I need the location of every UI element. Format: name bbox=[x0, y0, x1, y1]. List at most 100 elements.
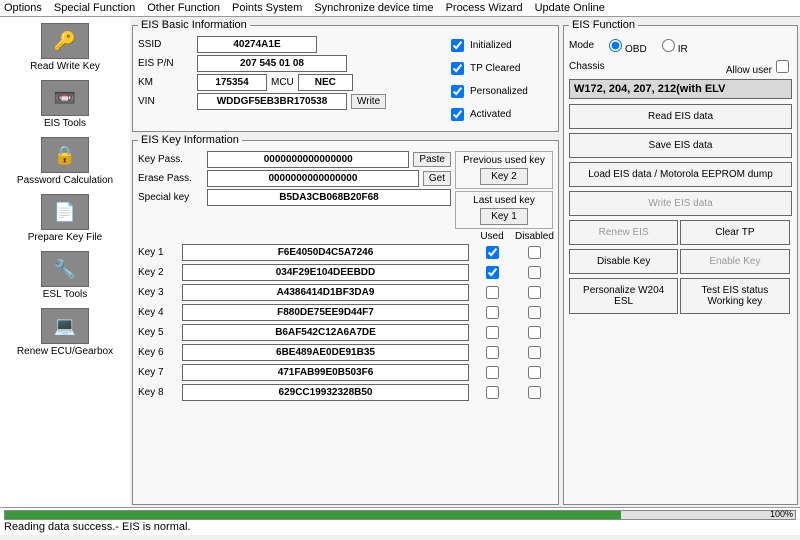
key-disabled-2[interactable] bbox=[528, 266, 541, 279]
eis-basic-group: EIS Basic Information SSID 40274A1E EIS … bbox=[132, 19, 559, 132]
specialkey-field[interactable]: B5DA3CB068B20F68 bbox=[207, 189, 451, 206]
key-used-8[interactable] bbox=[486, 386, 499, 399]
key-value-3[interactable]: A4386414D1BF3DA9 bbox=[182, 284, 469, 301]
key-used-6[interactable] bbox=[486, 346, 499, 359]
key-label-8: Key 8 bbox=[138, 387, 178, 398]
vin-field[interactable]: WDDGF5EB3BR170538 bbox=[197, 93, 347, 110]
get-button[interactable]: Get bbox=[423, 171, 451, 186]
key-value-8[interactable]: 629CC19932328B50 bbox=[182, 384, 469, 401]
erasepass-label: Erase Pass. bbox=[138, 173, 203, 184]
key-disabled-3[interactable] bbox=[528, 286, 541, 299]
sidebar-item-0[interactable]: 🔑Read Write Key bbox=[2, 21, 128, 74]
personalized-label: Personalized bbox=[470, 86, 528, 97]
key-used-7[interactable] bbox=[486, 366, 499, 379]
ssid-field[interactable]: 40274A1E bbox=[197, 36, 317, 53]
last-key-label: Last used key bbox=[459, 195, 549, 206]
read-eis-button[interactable]: Read EIS data bbox=[569, 104, 792, 129]
sidebar-icon-2: 🔒 bbox=[41, 137, 89, 173]
km-field[interactable]: 175354 bbox=[197, 74, 267, 91]
progress-percent: 100% bbox=[770, 509, 793, 519]
key-row-1: Key 1 F6E4050D4C5A7246 bbox=[138, 243, 553, 262]
key-row-4: Key 4 F880DE75EE9D44F7 bbox=[138, 303, 553, 322]
sidebar: 🔑Read Write Key📼EIS Tools🔒Password Calcu… bbox=[0, 17, 130, 507]
activated-checkbox[interactable] bbox=[451, 108, 464, 121]
tpcleared-checkbox[interactable] bbox=[451, 62, 464, 75]
specialkey-label: Special key bbox=[138, 192, 203, 203]
obd-label: OBD bbox=[625, 44, 647, 55]
menu-points[interactable]: Points System bbox=[232, 2, 302, 14]
menu-update[interactable]: Update Online bbox=[535, 2, 605, 14]
last-key-button[interactable]: Key 1 bbox=[480, 208, 528, 225]
tpcleared-label: TP Cleared bbox=[470, 63, 520, 74]
menubar: Options Special Function Other Function … bbox=[0, 0, 800, 17]
menu-other[interactable]: Other Function bbox=[147, 2, 220, 14]
test-eis-button[interactable]: Test EIS status Working key bbox=[680, 278, 789, 314]
key-value-5[interactable]: B6AF542C12A6A7DE bbox=[182, 324, 469, 341]
key-disabled-5[interactable] bbox=[528, 326, 541, 339]
personalize-esl-button[interactable]: Personalize W204 ESL bbox=[569, 278, 678, 314]
key-label-4: Key 4 bbox=[138, 307, 178, 318]
key-row-6: Key 66BE489AE0DE91B35 bbox=[138, 343, 553, 362]
key-disabled-8[interactable] bbox=[528, 386, 541, 399]
keypass-label: Key Pass. bbox=[138, 154, 203, 165]
clear-tp-button[interactable]: Clear TP bbox=[680, 220, 789, 245]
ir-radio[interactable] bbox=[662, 39, 675, 52]
allow-user-checkbox[interactable] bbox=[776, 60, 789, 73]
key-disabled-4[interactable] bbox=[528, 306, 541, 319]
sidebar-item-4[interactable]: 🔧 ESL Tools bbox=[2, 249, 128, 302]
key-used-3[interactable] bbox=[486, 286, 499, 299]
initialized-label: Initialized bbox=[470, 40, 512, 51]
renew-eis-button[interactable]: Renew EIS bbox=[569, 220, 678, 245]
key-disabled-1[interactable] bbox=[528, 246, 541, 259]
key-value-1[interactable]: F6E4050D4C5A7246 bbox=[182, 244, 469, 261]
content: EIS Basic Information SSID 40274A1E EIS … bbox=[130, 17, 800, 507]
load-eis-button[interactable]: Load EIS data / Motorola EEPROM dump bbox=[569, 162, 792, 187]
sidebar-item-1[interactable]: 📼EIS Tools bbox=[2, 78, 128, 131]
personalized-checkbox[interactable] bbox=[451, 85, 464, 98]
write-vin-button[interactable]: Write bbox=[351, 94, 386, 109]
disable-key-button[interactable]: Disable Key bbox=[569, 249, 678, 274]
keypass-field[interactable]: 0000000000000000 bbox=[207, 151, 409, 168]
sidebar-label-4: ESL Tools bbox=[43, 289, 87, 300]
write-eis-button[interactable]: Write EIS data bbox=[569, 191, 792, 216]
key-value-4[interactable]: F880DE75EE9D44F7 bbox=[182, 304, 469, 321]
erasepass-field[interactable]: 0000000000000000 bbox=[207, 170, 419, 187]
key-used-5[interactable] bbox=[486, 326, 499, 339]
prev-key-group: Previous used key Key 2 bbox=[455, 151, 553, 189]
sidebar-label-3: Prepare Key File bbox=[28, 232, 102, 243]
sidebar-label-5: Renew ECU/Gearbox bbox=[17, 346, 113, 357]
key-value-7[interactable]: 471FAB99E0B503F6 bbox=[182, 364, 469, 381]
menu-special[interactable]: Special Function bbox=[54, 2, 135, 14]
mcu-field[interactable]: NEC bbox=[298, 74, 353, 91]
menu-options[interactable]: Options bbox=[4, 2, 42, 14]
key-value-6[interactable]: 6BE489AE0DE91B35 bbox=[182, 344, 469, 361]
key-disabled-7[interactable] bbox=[528, 366, 541, 379]
obd-radio[interactable] bbox=[609, 39, 622, 52]
key-label-1: Key 1 bbox=[138, 247, 178, 258]
key-used-1[interactable] bbox=[486, 246, 499, 259]
eispn-field[interactable]: 207 545 01 08 bbox=[197, 55, 347, 72]
prev-key-button[interactable]: Key 2 bbox=[480, 168, 528, 185]
status-text: Reading data success.- EIS is normal. bbox=[4, 521, 796, 533]
menu-wizard[interactable]: Process Wizard bbox=[446, 2, 523, 14]
activated-label: Activated bbox=[470, 109, 511, 120]
initialized-checkbox[interactable] bbox=[451, 39, 464, 52]
sidebar-icon-4: 🔧 bbox=[41, 251, 89, 287]
key-used-4[interactable] bbox=[486, 306, 499, 319]
sidebar-item-3[interactable]: 📄Prepare Key File bbox=[2, 192, 128, 245]
sidebar-item-5[interactable]: 💻Renew ECU/Gearbox bbox=[2, 306, 128, 359]
prev-key-label: Previous used key bbox=[459, 155, 549, 166]
paste-button[interactable]: Paste bbox=[413, 152, 451, 167]
sidebar-item-2[interactable]: 🔒Password Calculation bbox=[2, 135, 128, 188]
key-used-2[interactable] bbox=[486, 266, 499, 279]
key-value-2[interactable]: 034F29E104DEEBDD bbox=[182, 264, 469, 281]
save-eis-button[interactable]: Save EIS data bbox=[569, 133, 792, 158]
key-row-8: Key 8 629CC19932328B50 bbox=[138, 383, 553, 402]
key-row-3: Key 3A4386414D1BF3DA9 bbox=[138, 283, 553, 302]
key-disabled-6[interactable] bbox=[528, 346, 541, 359]
sidebar-icon-1: 📼 bbox=[41, 80, 89, 116]
enable-key-button[interactable]: Enable Key bbox=[680, 249, 789, 274]
disabled-header: Disabled bbox=[515, 231, 553, 242]
menu-sync[interactable]: Synchronize device time bbox=[314, 2, 433, 14]
chassis-select[interactable]: W172, 204, 207, 212(with ELV bbox=[569, 79, 792, 99]
